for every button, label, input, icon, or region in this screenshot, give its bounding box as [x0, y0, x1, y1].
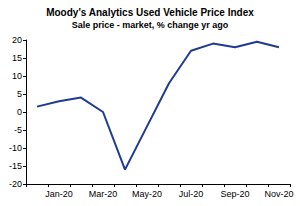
svg-text:Jul-20: Jul-20	[179, 189, 204, 199]
svg-text:10: 10	[12, 71, 22, 81]
svg-text:Sale price - market, % change: Sale price - market, % change yr ago	[72, 20, 229, 30]
svg-text:5: 5	[17, 89, 22, 99]
svg-text:Sep-20: Sep-20	[220, 189, 249, 199]
svg-text:-20: -20	[9, 179, 22, 189]
svg-text:Mar-20: Mar-20	[89, 189, 118, 199]
svg-text:Nov-20: Nov-20	[264, 189, 293, 199]
svg-text:15: 15	[12, 53, 22, 63]
svg-text:Jan-20: Jan-20	[45, 189, 73, 199]
svg-text:Moody's Analytics Used Vehicle: Moody's Analytics Used Vehicle Price Ind…	[46, 7, 254, 18]
svg-text:0: 0	[17, 107, 22, 117]
svg-text:-15: -15	[9, 161, 22, 171]
svg-text:May-20: May-20	[132, 189, 162, 199]
svg-text:-10: -10	[9, 143, 22, 153]
svg-text:-5: -5	[14, 125, 22, 135]
svg-text:20: 20	[12, 35, 22, 45]
